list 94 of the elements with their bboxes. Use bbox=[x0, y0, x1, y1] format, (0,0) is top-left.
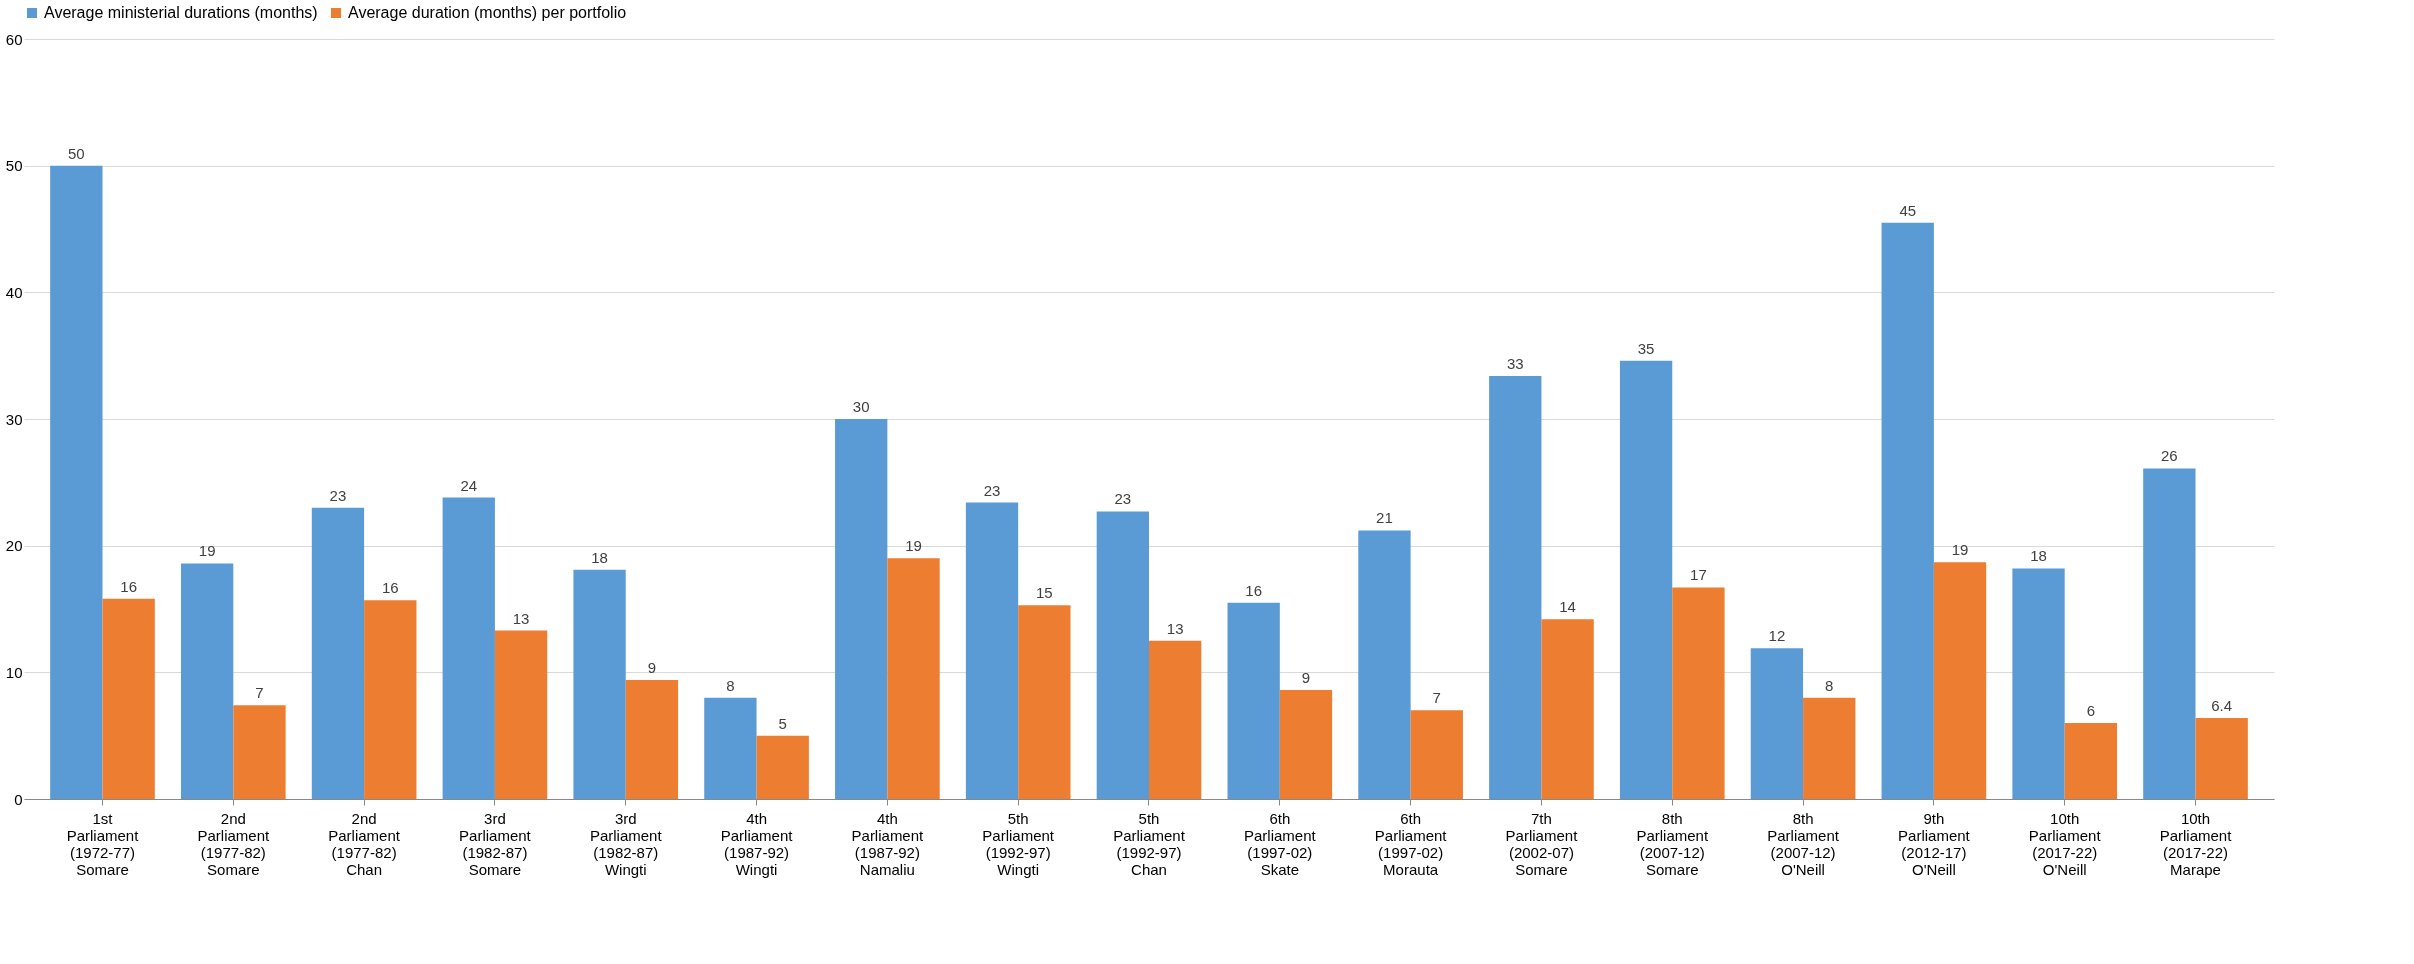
bar bbox=[2143, 468, 2196, 799]
x-tick-label: 6th Parliament (1997-02) Skate bbox=[1243, 809, 1317, 878]
bar bbox=[835, 419, 888, 799]
data-label: 6.4 bbox=[2211, 696, 2233, 714]
y-tick-label: 10 bbox=[5, 663, 23, 681]
bar bbox=[1410, 710, 1463, 799]
bar bbox=[1018, 605, 1071, 799]
y-tick-label: 0 bbox=[14, 790, 23, 808]
data-label: 24 bbox=[460, 476, 478, 494]
bar bbox=[311, 507, 365, 799]
bar bbox=[965, 502, 1019, 799]
data-label: 30 bbox=[852, 398, 870, 415]
data-label: 16 bbox=[120, 577, 137, 595]
data-label: 23 bbox=[1114, 490, 1132, 508]
legend-label: Average ministerial durations (months) bbox=[44, 4, 318, 21]
bar bbox=[2195, 717, 2248, 799]
data-label: 23 bbox=[983, 481, 1001, 499]
data-label: 9 bbox=[647, 658, 657, 676]
data-label: 13 bbox=[1166, 619, 1184, 637]
data-label: 13 bbox=[512, 609, 530, 627]
bar bbox=[1933, 562, 1987, 799]
data-label: 19 bbox=[198, 542, 216, 560]
y-tick-label: 40 bbox=[5, 283, 23, 301]
bar bbox=[1358, 530, 1411, 799]
y-tick-label: 60 bbox=[5, 30, 23, 48]
data-label: 17 bbox=[1690, 566, 1707, 584]
data-label: 35 bbox=[1637, 339, 1655, 357]
x-tick-label: 6th Parliament (1997-02) Morauta bbox=[1374, 809, 1448, 878]
bar bbox=[1881, 222, 1934, 799]
x-tick-label: 9th Parliament (2012-17) O'Neill bbox=[1898, 809, 1971, 878]
bar bbox=[756, 735, 809, 799]
bar bbox=[1619, 360, 1673, 799]
data-label: 15 bbox=[1036, 584, 1053, 602]
x-tick-label: 8th Parliament (2007-12) O'Neill bbox=[1767, 809, 1840, 878]
bar bbox=[1750, 648, 1804, 799]
bar bbox=[1489, 375, 1542, 799]
bar bbox=[625, 679, 679, 799]
bar bbox=[50, 165, 103, 799]
bar bbox=[1096, 511, 1149, 799]
bar bbox=[1803, 697, 1856, 799]
y-tick-label: 50 bbox=[5, 157, 23, 175]
data-label: 9 bbox=[1301, 669, 1311, 687]
data-label: 16 bbox=[381, 579, 399, 597]
x-tick-label: 8th Parliament (2007-12) Somare bbox=[1636, 809, 1709, 878]
x-tick-label: 3rd Parliament (1982-87) Somare bbox=[459, 809, 532, 878]
data-label: 8 bbox=[1825, 676, 1834, 694]
y-tick-label: 30 bbox=[5, 410, 23, 428]
data-label: 14 bbox=[1559, 598, 1576, 616]
x-tick-label: 3rd Parliament (1982-87) Wingti bbox=[589, 809, 663, 878]
bar bbox=[494, 630, 548, 799]
x-tick-label: 1st Parliament (1972-77) Somare bbox=[66, 809, 140, 878]
data-label: 26 bbox=[2161, 447, 2178, 465]
data-label: 12 bbox=[1768, 627, 1786, 645]
bar bbox=[1672, 587, 1725, 799]
bar bbox=[704, 697, 757, 799]
data-label: 33 bbox=[1506, 354, 1524, 372]
data-label: 18 bbox=[591, 548, 608, 566]
data-label: 45 bbox=[1899, 201, 1917, 219]
x-tick-label: 2nd Parliament (1977-82) Somare bbox=[197, 809, 270, 878]
x-tick-label: 10th Parliament (2017-22) Marape bbox=[2159, 809, 2233, 878]
data-label: 6 bbox=[2086, 702, 2096, 719]
bar bbox=[1541, 619, 1594, 799]
data-label: 19 bbox=[905, 537, 922, 555]
data-label: 19 bbox=[1951, 541, 1969, 559]
data-label: 5 bbox=[778, 714, 787, 732]
x-tick-label: 4th Parliament (1987-92) Wingti bbox=[720, 809, 794, 878]
x-tick-label: 4th Parliament (1987-92) Namaliu bbox=[851, 809, 925, 878]
data-label: 7 bbox=[1432, 689, 1441, 707]
data-label: 50 bbox=[67, 144, 85, 162]
data-label: 23 bbox=[329, 486, 347, 504]
bar bbox=[102, 598, 155, 799]
bar bbox=[1279, 690, 1333, 799]
bar bbox=[573, 569, 626, 799]
data-label: 8 bbox=[726, 676, 735, 694]
x-tick-label: 5th Parliament (1992-97) Wingti bbox=[982, 809, 1055, 878]
data-label: 7 bbox=[255, 684, 264, 702]
data-label: 18 bbox=[2030, 547, 2047, 565]
x-tick-label: 7th Parliament (2002-07) Somare bbox=[1505, 809, 1579, 878]
bar bbox=[1227, 602, 1280, 799]
x-tick-label: 5th Parliament (1992-97) Chan bbox=[1113, 809, 1186, 878]
bar bbox=[2064, 723, 2118, 799]
data-label: 21 bbox=[1376, 509, 1393, 527]
legend-label: Average duration (months) per portfolio bbox=[348, 4, 627, 21]
bar bbox=[442, 497, 495, 799]
y-tick-label: 20 bbox=[5, 537, 23, 555]
bar bbox=[1149, 640, 1202, 799]
bar bbox=[233, 705, 286, 799]
bar bbox=[2012, 568, 2065, 799]
x-tick-label: 10th Parliament (2017-22) O'Neill bbox=[2028, 809, 2102, 878]
x-tick-label: 2nd Parliament (1977-82) Chan bbox=[328, 809, 401, 878]
data-label: 16 bbox=[1245, 581, 1262, 599]
bar bbox=[887, 558, 940, 799]
bar bbox=[364, 600, 417, 799]
bar bbox=[180, 563, 234, 799]
